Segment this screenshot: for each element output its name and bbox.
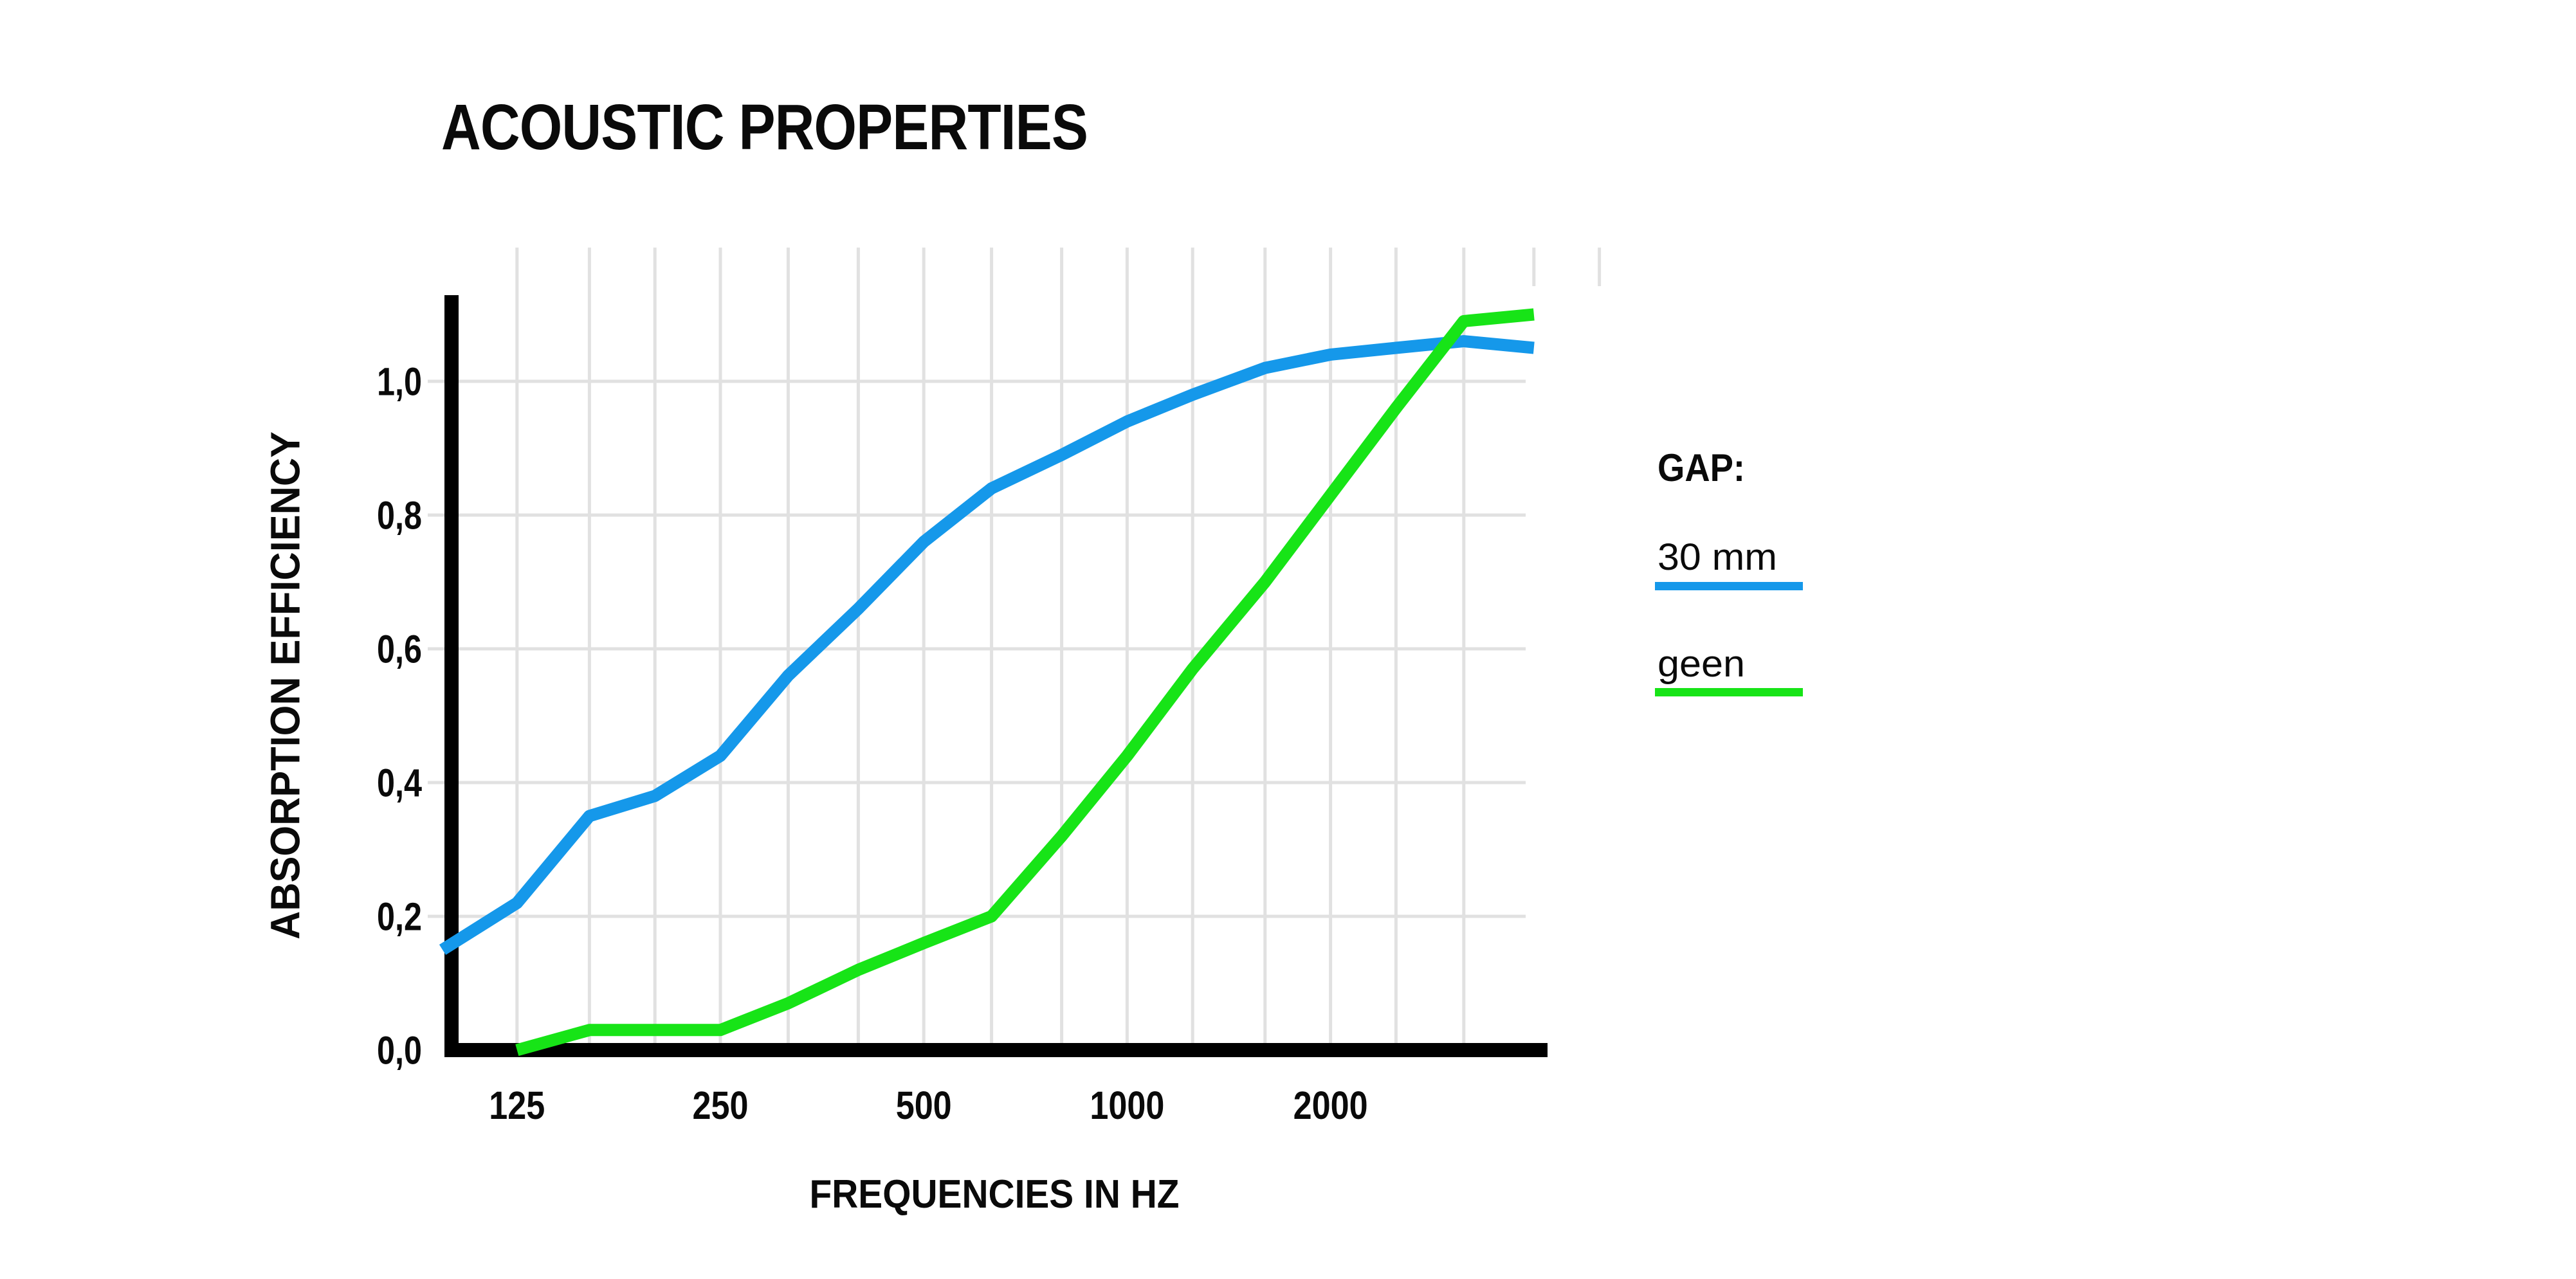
y-tick-label: 0,4 xyxy=(377,761,422,804)
y-tick-label: 0,8 xyxy=(377,493,422,537)
series-line-geen xyxy=(515,308,1535,1057)
series-line-30-mm xyxy=(439,335,1535,956)
axis-layer xyxy=(444,295,1548,1057)
chart-title: ACOUSTIC PROPERTIES xyxy=(441,91,1088,163)
y-axis-title: ABSORPTION EFFICIENCY xyxy=(262,431,308,939)
legend-item-label-geen: geen xyxy=(1658,643,1745,685)
y-tick-label: 0,6 xyxy=(377,627,422,671)
y-axis-spine xyxy=(444,295,459,1057)
y-tick-label: 1,0 xyxy=(377,359,422,403)
legend-heading: GAP: xyxy=(1658,446,1745,489)
x-tick-label: 125 xyxy=(489,1084,545,1127)
legend-swatch-geen xyxy=(1655,688,1803,696)
x-tick-label: 2000 xyxy=(1293,1084,1368,1127)
y-tick-label: 0,2 xyxy=(377,894,422,938)
tick-label-layer: 125 250 500 1000 2000 0,0 0,2 0,4 0,6 0,8 1,0 xyxy=(377,359,1368,1127)
legend-swatch-30mm xyxy=(1655,582,1803,590)
x-tick-label: 500 xyxy=(896,1084,952,1127)
y-tick-label: 0,0 xyxy=(377,1028,422,1072)
x-axis-spine xyxy=(444,1043,1548,1057)
legend-item-label-30mm: 30 mm xyxy=(1658,536,1777,578)
x-axis-title: FREQUENCIES IN HZ xyxy=(810,1172,1180,1217)
x-tick-label: 250 xyxy=(693,1084,749,1127)
legend: GAP: 30 mm geen xyxy=(1655,446,1803,696)
x-tick-label: 1000 xyxy=(1090,1084,1164,1127)
series-layer xyxy=(439,308,1535,1057)
